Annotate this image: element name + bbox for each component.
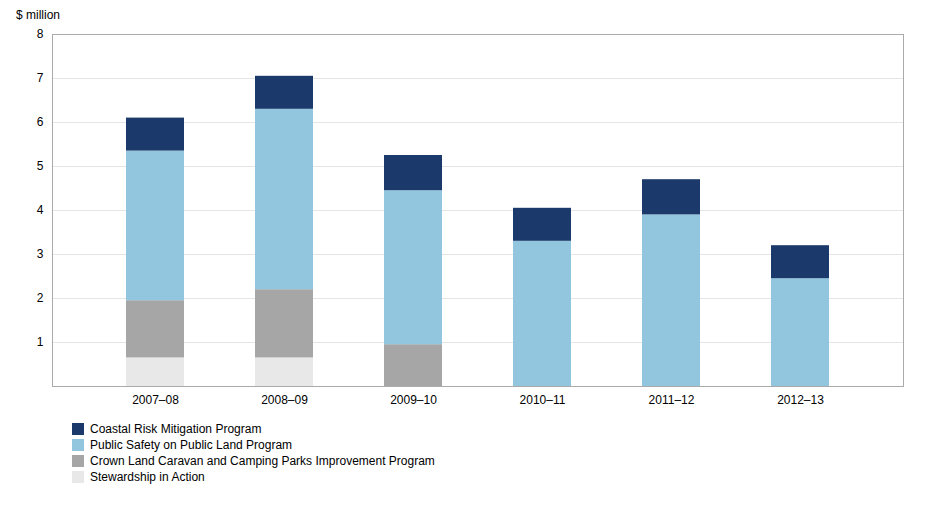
svg-text:2011–12: 2011–12 <box>649 393 695 407</box>
svg-text:2: 2 <box>37 291 44 305</box>
svg-text:4: 4 <box>37 203 44 217</box>
svg-text:2009–10: 2009–10 <box>390 393 437 407</box>
svg-text:2010–11: 2010–11 <box>520 393 566 407</box>
svg-text:5: 5 <box>37 159 44 173</box>
svg-text:1: 1 <box>37 335 44 349</box>
svg-text:6: 6 <box>37 115 44 129</box>
svg-text:3: 3 <box>37 247 44 261</box>
html-text:Stewardship in Action: Stewardship in Action <box>90 470 205 484</box>
html-text:Coastal Risk Mitigation Progra: Coastal Risk Mitigation Program <box>90 422 262 436</box>
svg-text:2012–13: 2012–13 <box>777 393 824 407</box>
html-text:$ million: $ million <box>16 8 60 22</box>
svg-text:2008–09: 2008–09 <box>261 393 308 407</box>
svg-text:2007–08: 2007–08 <box>132 393 179 407</box>
html-text:Public Safety on Public Land P: Public Safety on Public Land Program <box>90 438 293 452</box>
svg-text:7: 7 <box>37 71 44 85</box>
html-text:Crown Land Caravan and Camping: Crown Land Caravan and Camping Parks Imp… <box>90 454 435 468</box>
svg-text:8: 8 <box>37 27 44 41</box>
